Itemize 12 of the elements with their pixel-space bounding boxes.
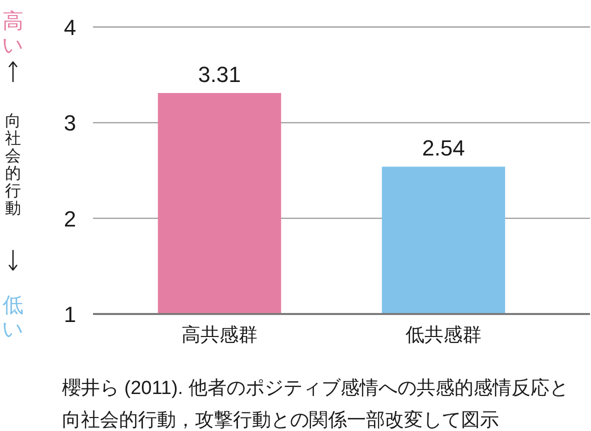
y-axis-title: 向社会的行動 <box>5 113 21 218</box>
y-tick-label: 3 <box>64 110 76 136</box>
y-tick-label: 1 <box>64 302 76 327</box>
x-tick-label: 高共感群 <box>182 324 258 346</box>
y-tick-label: 4 <box>64 15 76 40</box>
data-label: 3.31 <box>198 62 241 88</box>
x-tick-label: 低共感群 <box>406 325 482 346</box>
data-label: 2.54 <box>422 136 465 161</box>
text: 櫻井ら (2011). 他者のポジティブ感情への共感的感情反応と向社会的行動，攻撃行動との関係一部改変して図示 <box>62 377 568 431</box>
text: 高い <box>2 10 24 57</box>
y-tick-label: 2 <box>64 206 76 232</box>
text: 低い <box>2 294 24 341</box>
